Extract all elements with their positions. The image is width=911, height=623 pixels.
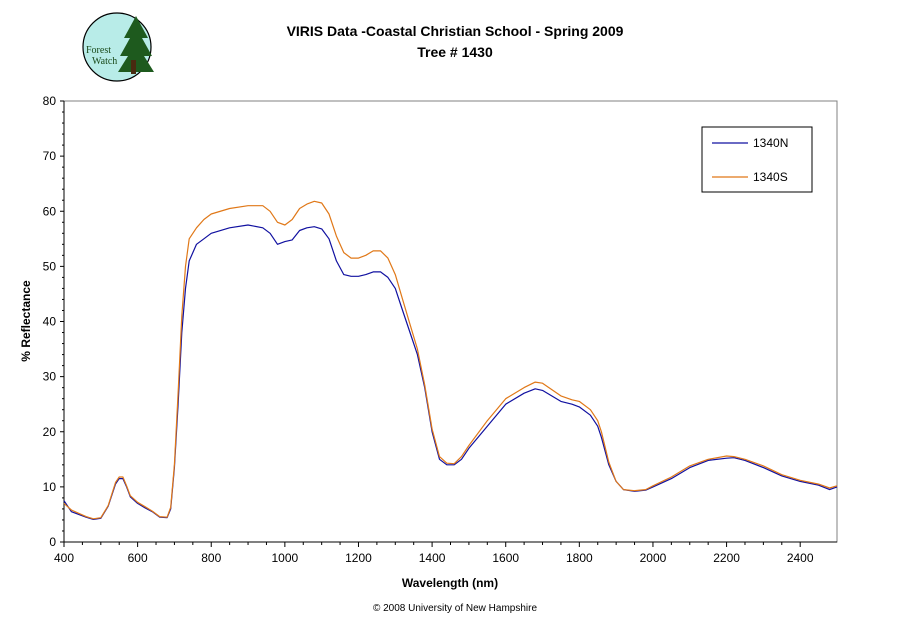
tree-trunk-icon — [131, 60, 136, 74]
series-lines — [63, 200, 838, 521]
x-tick-label: 2000 — [640, 551, 667, 565]
y-axis-ticks: 0 10 20 30 40 50 60 70 80 — [43, 94, 64, 549]
legend-label-1340S: 1340S — [753, 170, 788, 184]
tree-icon — [118, 16, 154, 72]
x-axis-label: Wavelength (nm) — [402, 576, 498, 590]
chart-subtitle: Tree # 1430 — [417, 44, 493, 60]
chart-title: VIRIS Data -Coastal Christian School - S… — [287, 23, 624, 39]
y-tick-label: 60 — [43, 204, 57, 218]
y-tick-label: 50 — [43, 259, 57, 273]
x-tick-label: 600 — [128, 551, 148, 565]
y-tick-label: 80 — [43, 94, 57, 108]
y-tick-label: 40 — [43, 315, 57, 329]
x-tick-label: 2200 — [713, 551, 740, 565]
x-tick-label: 1000 — [272, 551, 299, 565]
x-tick-label: 1600 — [492, 551, 519, 565]
x-tick-label: 1400 — [419, 551, 446, 565]
x-tick-label: 400 — [54, 551, 74, 565]
forest-watch-logo: Forest Watch — [82, 12, 154, 82]
x-tick-label: 2400 — [787, 551, 814, 565]
copyright-footer: © 2008 University of New Hampshire — [373, 603, 538, 614]
y-tick-label: 10 — [43, 480, 57, 494]
y-tick-label: 30 — [43, 370, 57, 384]
y-tick-label: 0 — [49, 535, 56, 549]
y-tick-label: 20 — [43, 425, 57, 439]
legend: 1340N 1340S — [701, 126, 813, 193]
y-axis-label: % Reflectance — [19, 280, 33, 362]
y-tick-label: 70 — [43, 149, 57, 163]
legend-label-1340N: 1340N — [753, 136, 788, 150]
series-line-1340S — [63, 200, 838, 520]
legend-box — [701, 126, 813, 193]
x-tick-label: 1800 — [566, 551, 593, 565]
x-tick-label: 1200 — [345, 551, 372, 565]
logo-text-line1: Forest — [86, 45, 111, 56]
x-axis-ticks: 400 600 800 1000 1200 1400 1600 1800 2000 2200 240… — [54, 542, 814, 565]
x-tick-label: 800 — [201, 551, 221, 565]
logo-text-line2: Watch — [92, 56, 117, 67]
